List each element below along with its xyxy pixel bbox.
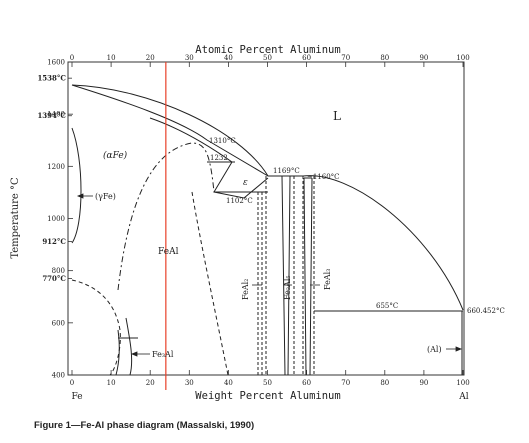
bottom-tick-label: 100: [456, 379, 469, 387]
liquidus-curve: [71, 84, 464, 311]
fe3al-boundary-right: [125, 317, 133, 376]
phase-label-alpha-fe: (αFe): [103, 150, 128, 161]
leader-arrows: [76, 193, 463, 357]
label-1169: 1169°C: [273, 167, 300, 175]
top-tick-label: 70: [341, 54, 350, 62]
special-temp-label: 1394°C: [37, 111, 66, 120]
gamma-fe-arrowhead: [76, 193, 84, 199]
bottom-tick-label: 40: [224, 379, 233, 387]
label-1232: 1232: [210, 154, 228, 162]
left-tick-label: 400: [52, 372, 65, 380]
phase-label-fe2al5: Fe₂Al₅: [283, 275, 292, 300]
special-temp-label: 912°C: [42, 237, 66, 246]
top-tick-label: 20: [146, 54, 155, 62]
bottom-axis-title: Weight Percent Aluminum: [195, 390, 340, 402]
bottom-tick-label: 30: [185, 379, 194, 387]
bottom-tick-label: 10: [107, 379, 116, 387]
top-tick-label: 40: [224, 54, 233, 62]
phase-label-fe3al: Fe₃Al: [152, 350, 174, 359]
phase-label-feal2: FeAl₂: [241, 279, 250, 300]
phase-label-gamma-fe: (γFe): [95, 192, 116, 201]
bottom-tick-label: 90: [419, 379, 428, 387]
left-tick-label: 1200: [47, 163, 65, 171]
label-660: 660.452°C: [467, 307, 505, 315]
bottom-axis-ticks: 0 10 20 30 40 50 60 70 80 90 100: [70, 370, 470, 387]
top-tick-label: 50: [263, 54, 272, 62]
feal-solvus: [191, 191, 229, 376]
top-axis-title: Atomic Percent Aluminum: [195, 44, 340, 56]
fe3al-boundary-left: [115, 329, 120, 376]
phase-label-epsilon: ε: [243, 178, 248, 188]
figure-caption: Figure 1—Fe-Al phase diagram (Massalski,…: [34, 420, 254, 431]
label-1102: 1102°C: [226, 197, 253, 205]
phase-region-labels: L (αFe) (γFe) FeAl ε Fe₃Al (Al) FeAl₂ Fe…: [95, 109, 442, 359]
left-tick-label: 600: [52, 319, 65, 327]
al-arrowhead: [455, 346, 463, 352]
phase-boundaries: [71, 84, 464, 376]
label-1160: ~1160°C: [307, 173, 340, 181]
bottom-tick-label: 0: [70, 379, 74, 387]
bottom-tick-label: 80: [380, 379, 389, 387]
left-axis-ticks: 400 600 800 1000 1200 1400 1600 1538°C 1394°C 912…: [37, 59, 73, 380]
top-tick-label: 100: [456, 54, 469, 62]
left-tick-label: 1400: [47, 111, 65, 119]
left-axis-title: Temperature °C: [10, 177, 21, 259]
gamma-loop: [71, 127, 82, 244]
bottom-axis-right-end: Al: [458, 392, 468, 402]
top-tick-label: 0: [70, 54, 74, 62]
top-tick-label: 90: [419, 54, 428, 62]
label-655: 655°C: [376, 302, 398, 310]
phase-label-al: (Al): [427, 345, 442, 354]
epsilon-region: [213, 161, 269, 199]
top-axis-ticks: 0 10 20 30 40 50 60 70 80 90 100: [70, 54, 470, 67]
left-tick-label: 1600: [47, 59, 65, 67]
bottom-tick-label: 20: [146, 379, 155, 387]
top-tick-label: 30: [185, 54, 194, 62]
order-disorder-boundary: [117, 142, 215, 291]
top-tick-label: 80: [380, 54, 389, 62]
solidus-bcc: [149, 117, 233, 163]
label-1310: 1310°C: [209, 137, 236, 145]
special-temp-label: 770°C: [42, 274, 66, 283]
left-tick-label: 800: [52, 267, 65, 275]
phase-label-liquid: L: [333, 109, 341, 123]
top-tick-label: 60: [302, 54, 311, 62]
feal3-phase: [303, 177, 313, 376]
bottom-axis-left-end: Fe: [71, 392, 82, 402]
top-tick-label: 10: [107, 54, 116, 62]
bottom-tick-label: 50: [263, 379, 272, 387]
special-temp-label: 1538°C: [37, 74, 66, 83]
magnetic-transition: [71, 279, 121, 376]
left-tick-label: 1000: [47, 215, 65, 223]
fe3al-arrowhead: [130, 351, 138, 357]
bottom-tick-label: 70: [341, 379, 350, 387]
phase-label-feal: FeAl: [158, 247, 179, 257]
phase-label-feal3: FeAl₃: [323, 269, 332, 290]
solidus-curve: [71, 84, 269, 177]
bottom-tick-label: 60: [302, 379, 311, 387]
temperature-annotations: 1310°C 1232 1169°C ~1160°C 1102°C 655°C …: [209, 137, 505, 315]
